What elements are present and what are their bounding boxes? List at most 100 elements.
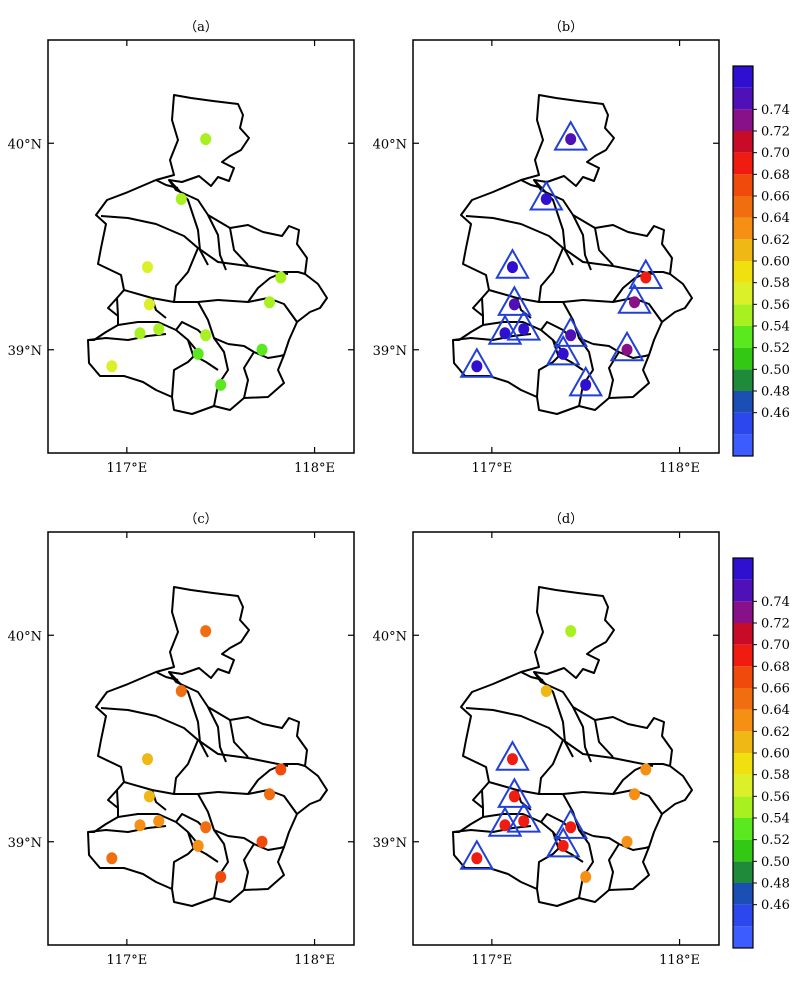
colorbar-tick-label: 0.64	[761, 703, 790, 718]
station-dot	[621, 835, 633, 848]
district-line	[452, 825, 532, 833]
station-dot	[518, 815, 530, 828]
colorbar-swatch	[733, 131, 753, 153]
station-dot	[264, 788, 276, 801]
colorbar-swatch	[733, 926, 753, 948]
station-dot	[143, 790, 155, 803]
colorbar-swatch	[733, 261, 753, 283]
significance-triangle	[497, 777, 532, 808]
colorbar: 0.74 0.72 0.70 0.68 0.66 0.64 0.62 0.60 0.58 0.56…	[732, 557, 790, 949]
colorbar-tick-label: 0.74	[761, 595, 790, 610]
panels-layer: （a） 40°N 39°N 117°E 118°E （b） 40°N 39°N 117°E 118…	[8, 20, 790, 968]
colorbar-swatch	[733, 412, 753, 435]
colorbar-tick-label: 0.66	[761, 190, 790, 205]
station-dot	[565, 329, 577, 342]
district-line	[538, 739, 564, 795]
station-dot	[141, 753, 153, 766]
colorbar-swatch	[733, 883, 753, 905]
district-line	[229, 719, 249, 758]
district-line	[520, 671, 544, 681]
station-dot	[275, 763, 287, 776]
station-dot	[275, 271, 287, 284]
station-dot	[629, 296, 641, 309]
colorbar-tick-label: 0.74	[761, 103, 790, 118]
lat-tick-label: 39°N	[8, 836, 42, 851]
station-dot	[580, 378, 592, 391]
significance-triangle	[568, 365, 604, 397]
station-dot	[565, 821, 577, 834]
map-panel-1: （b） 40°N 39°N 117°E 118°E 0.74 0.72 0.70 0.68 0.6…	[373, 20, 790, 476]
district-line	[592, 343, 620, 353]
lat-tick-label: 40°N	[373, 137, 407, 152]
panel-label: （a）	[184, 20, 218, 35]
map-panel-2: （c） 40°N 39°N 117°E 118°E	[8, 512, 355, 968]
station-dot	[134, 819, 146, 832]
lat-tick-label: 40°N	[8, 137, 42, 152]
colorbar-swatch	[733, 774, 753, 797]
colorbar-swatch	[733, 174, 753, 196]
district-line	[227, 343, 255, 353]
significance-triangle	[617, 283, 652, 314]
significance-triangle	[545, 826, 581, 858]
map-panel-3: （d） 40°N 39°N 117°E 118°E 0.74 0.72 0.70 0.68 0.6…	[373, 512, 790, 968]
district-line	[594, 719, 614, 758]
district-line	[488, 289, 584, 303]
district-line	[452, 333, 532, 341]
map-frame	[47, 39, 355, 454]
colorbar-tick-label: 0.70	[761, 146, 790, 161]
colorbar-swatch	[733, 709, 753, 732]
station-dot	[506, 753, 518, 766]
colorbar-tick-label: 0.68	[761, 660, 790, 675]
district-line	[578, 829, 594, 899]
station-dot	[629, 788, 641, 801]
significance-triangle	[553, 316, 589, 347]
station-dot	[518, 323, 530, 336]
colorbar-tick-label: 0.62	[761, 725, 790, 740]
lon-tick-label: 118°E	[659, 461, 700, 476]
colorbar-swatch	[733, 152, 753, 175]
panel-label: （c）	[184, 512, 217, 527]
colorbar-swatch	[733, 731, 753, 753]
station-dot	[200, 133, 212, 146]
station-dot	[215, 870, 227, 883]
colorbar-tick-label: 0.48	[761, 385, 790, 400]
station-dot	[508, 298, 520, 311]
district-line	[536, 843, 564, 890]
district-line	[562, 739, 654, 767]
district-line	[533, 671, 574, 758]
district-line	[594, 227, 614, 266]
station-dot	[565, 625, 577, 638]
lon-tick-label: 118°E	[294, 953, 335, 968]
district-line	[107, 789, 119, 809]
panel-label: （d）	[549, 512, 583, 527]
map-frame	[412, 39, 720, 454]
district-line	[472, 297, 484, 317]
district-line	[123, 781, 219, 795]
station-dot	[540, 685, 552, 698]
colorbar-tick-label: 0.58	[761, 276, 790, 291]
lat-tick-label: 39°N	[373, 344, 407, 359]
colorbar-tick-label: 0.66	[761, 682, 790, 697]
station-dot	[143, 298, 155, 311]
station-dot	[141, 261, 153, 274]
district-line	[538, 247, 564, 303]
district-line	[213, 337, 229, 407]
station-dot	[506, 261, 518, 274]
colorbar-tick-label: 0.72	[761, 617, 790, 632]
lon-tick-label: 117°E	[471, 953, 512, 968]
colorbar-tick-label: 0.60	[761, 255, 790, 270]
colorbar-swatch	[733, 579, 753, 602]
significance-triangle	[553, 808, 589, 839]
colorbar-swatch	[733, 66, 753, 88]
district-line	[87, 825, 167, 833]
station-dot	[200, 625, 212, 638]
district-line	[488, 781, 584, 795]
colorbar-tick-label: 0.54	[761, 812, 790, 827]
colorbar-tick-label: 0.58	[761, 768, 790, 783]
colorbar-swatch	[733, 644, 753, 667]
district-line	[197, 739, 289, 767]
colorbar-swatch	[733, 434, 753, 456]
colorbar-swatch	[733, 109, 753, 131]
significance-triangle	[553, 120, 589, 151]
district-line	[472, 789, 484, 809]
